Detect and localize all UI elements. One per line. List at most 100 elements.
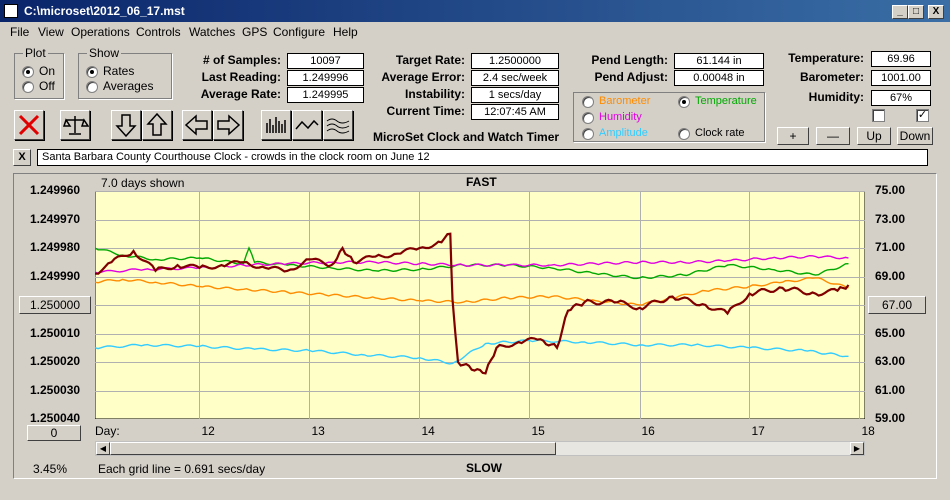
instability-label: Instability: (404, 87, 465, 101)
arrow-right-icon (217, 114, 241, 136)
series-rate (95, 232, 850, 375)
pend-adjust-label: Pend Adjust: (594, 70, 668, 84)
plus-button[interactable]: + (777, 127, 809, 145)
barometer-radio[interactable] (582, 96, 594, 108)
show-averages-radio[interactable] (86, 81, 98, 93)
left-checkbox[interactable] (872, 109, 885, 122)
y-left-tick-label: 1.250010 (30, 325, 81, 340)
temperature-label: Temperature (695, 95, 757, 107)
menu-controls[interactable]: Controls (136, 25, 181, 39)
arrow-down-icon (115, 114, 137, 138)
menu-view[interactable]: View (38, 25, 64, 39)
up-button[interactable]: Up (857, 127, 891, 145)
clock-rate-radio[interactable] (678, 128, 690, 140)
description-field[interactable]: Santa Barbara County Courthouse Clock - … (37, 149, 928, 166)
plot-off-radio[interactable] (22, 81, 34, 93)
app-icon (4, 4, 18, 18)
average-error-label: Average Error: (381, 70, 465, 84)
minus-button[interactable]: — (816, 127, 850, 145)
y-right-tick-label: 61.00 (875, 382, 906, 397)
show-rates-radio[interactable] (86, 66, 98, 78)
plot-group-title: Plot (23, 46, 48, 60)
arrow-left-icon (184, 114, 208, 136)
show-group: Show (78, 46, 172, 99)
arrow-left-button[interactable] (182, 110, 212, 140)
histogram-button[interactable] (261, 110, 291, 140)
line-graph-icon (295, 119, 319, 130)
right-checkbox[interactable]: ✓ (916, 109, 929, 122)
clear-description-button[interactable]: X (13, 149, 31, 166)
scroll-left-arrow[interactable]: ◀ (96, 442, 110, 455)
series-amplitude (95, 339, 849, 365)
target-rate-field[interactable]: 1.2500000 (471, 53, 559, 69)
y-right-tick-label: 73.00 (875, 211, 906, 226)
scale-icon (62, 116, 90, 135)
days-shown-label: 7.0 days shown (101, 176, 185, 190)
chart-panel (13, 173, 937, 479)
balance-button[interactable] (60, 110, 90, 140)
instability-field: 1 secs/day (471, 87, 559, 103)
series-barometer (95, 277, 849, 306)
x-tick-label: 15 (531, 424, 545, 438)
humidity-radio[interactable] (582, 112, 594, 124)
average-rate-label: Average Rate: (200, 87, 281, 101)
chart-plot-area (95, 191, 865, 419)
menu-operations[interactable]: Operations (71, 25, 130, 39)
arrow-up-icon (146, 112, 168, 136)
maximize-button[interactable]: □ (908, 5, 924, 19)
target-rate-label: Target Rate: (395, 53, 465, 67)
barometer-reading-label: Barometer: (799, 70, 864, 84)
barometer-label: Barometer (599, 95, 651, 107)
menu-gps[interactable]: GPS (242, 25, 268, 39)
menu-watches[interactable]: Watches (189, 25, 236, 39)
waveform-button[interactable] (323, 110, 353, 140)
temperature-field: 69.96 (871, 51, 931, 67)
arrow-right-button[interactable] (213, 110, 243, 140)
average-rate-field: 1.249995 (287, 87, 364, 103)
bottom-left-button[interactable]: 0 (27, 425, 81, 441)
arrow-down-button[interactable] (111, 110, 141, 140)
y-left-tick-label: 1.249960 (30, 183, 81, 197)
menu-configure[interactable]: Configure (273, 25, 326, 39)
arrow-up-button[interactable] (142, 110, 172, 140)
left-axis-center-button[interactable]: 1.250000 (19, 296, 91, 314)
day-axis-label: Day: (95, 424, 120, 438)
stop-button[interactable] (14, 110, 44, 140)
last-reading-label: Last Reading: (201, 70, 281, 84)
amplitude-label: Amplitude (599, 127, 648, 139)
barometer-field: 1001.00 (871, 70, 931, 86)
menu-file[interactable]: File (10, 25, 30, 39)
down-button[interactable]: Down (897, 127, 933, 145)
y-left-tick-label: 1.250040 (30, 411, 81, 425)
slow-label: SLOW (466, 461, 502, 475)
pend-adjust-field: 0.00048 in (674, 70, 764, 86)
x-tick-label: 13 (311, 424, 325, 438)
temperature-radio[interactable] (678, 96, 690, 108)
plot-on-label: On (39, 64, 56, 78)
humidity-reading-label: Humidity: (808, 90, 864, 104)
horizontal-scrollbar[interactable]: ◀ ▶ (95, 441, 865, 456)
app-label: MicroSet Clock and Watch Timer (373, 130, 560, 144)
amplitude-radio[interactable] (582, 128, 594, 140)
plot-group: Plot (14, 46, 64, 99)
plot-on-radio[interactable] (22, 66, 34, 78)
humidity-field: 67% (871, 90, 931, 106)
scroll-right-arrow[interactable]: ▶ (850, 442, 864, 455)
minimize-button[interactable]: _ (892, 5, 908, 19)
temperature-reading-label: Temperature: (788, 51, 864, 65)
waveform-icon (326, 118, 350, 134)
y-left-tick-label: 1.250030 (30, 382, 81, 397)
pend-length-field[interactable]: 61.144 in (674, 53, 764, 69)
current-time-field: 12:07:45 AM (471, 104, 559, 120)
scroll-thumb[interactable] (110, 442, 556, 455)
x-tick-label: 17 (751, 424, 765, 438)
right-axis-center-button[interactable]: 67.00 (868, 296, 926, 314)
close-window-button[interactable]: X (928, 5, 944, 19)
y-right-tick-label: 75.00 (875, 183, 906, 197)
red-x-icon (18, 114, 40, 136)
y-left-tick-label: 1.249970 (30, 211, 81, 226)
line-graph-button[interactable] (292, 110, 322, 140)
menu-help[interactable]: Help (333, 25, 358, 39)
x-tick-label: 18 (861, 424, 875, 438)
show-rates-label: Rates (103, 64, 135, 78)
